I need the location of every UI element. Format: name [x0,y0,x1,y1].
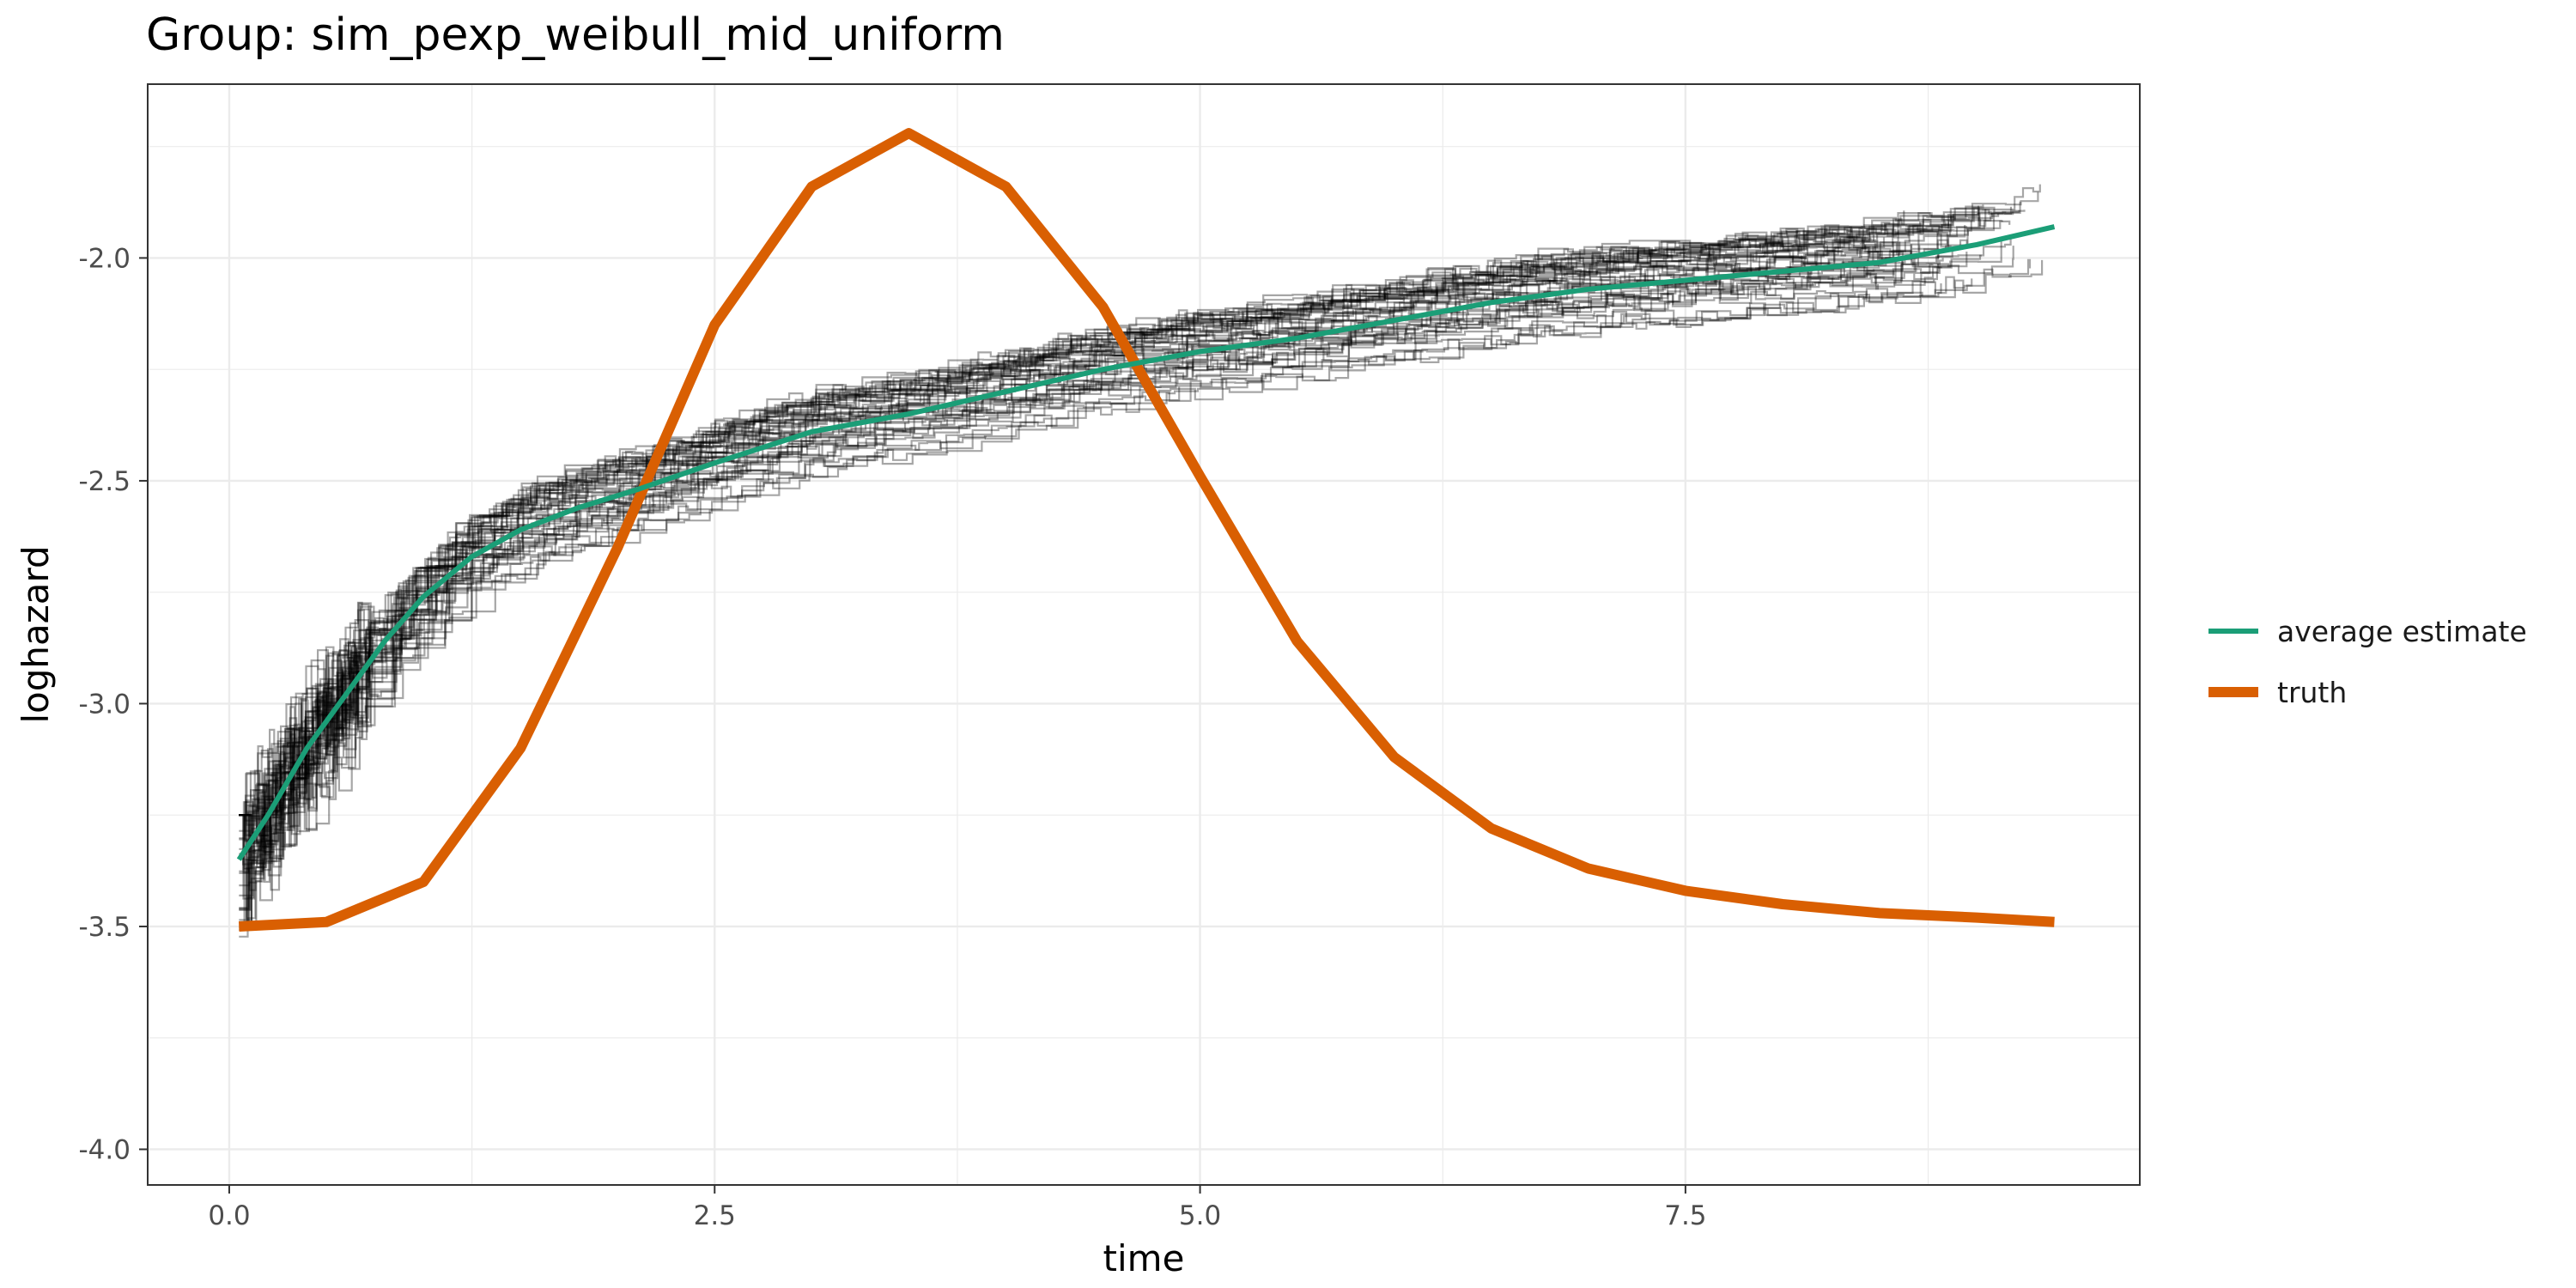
replicate-estimate-line [239,220,2003,928]
replicate-estimate-line [239,212,1994,843]
axis-ticks: 0.0 2.5 5.0 7.5 -4.0 -3.5 -3.0 -2.5 -2.0 [79,243,1707,1231]
replicate-estimate-line [239,204,1984,837]
replicate-estimate-line [239,222,1891,855]
replicate-estimate-line [239,246,2014,891]
replicate-estimate-line [239,249,1953,854]
replicate-estimate-line [239,254,1982,911]
replicate-estimate-lines [239,184,2044,938]
replicate-estimate-line [239,229,1864,929]
replicate-estimate-line [239,210,1905,874]
y-tick-label: -2.5 [79,466,131,497]
replicate-estimate-line [239,207,2000,851]
y-tick-label: -3.0 [79,689,131,720]
replicate-estimate-line [239,283,1942,869]
truth-line [238,128,2055,932]
x-axis-title: time [1103,1237,1185,1279]
replicate-estimate-line [239,264,1940,909]
plot-border [147,83,2141,1186]
replicate-estimate-line [239,228,1868,872]
replicate-estimate-line [239,259,2044,891]
replicate-estimate-line [239,214,1954,834]
replicate-estimate-line [239,233,1950,860]
average-estimate-line [236,224,2056,861]
replicate-estimate-line [239,265,1875,837]
replicate-estimate-line [239,258,2032,920]
replicate-estimate-line [239,206,2013,875]
replicate-estimate-line [239,252,1968,856]
replicate-estimate-line [239,241,1921,848]
replicate-estimate-line [239,278,1973,868]
y-axis-title: loghazard [15,545,57,723]
replicate-estimate-line [239,209,1993,837]
series-lines [236,128,2056,932]
replicate-estimate-line [239,210,2026,842]
x-tick-label: 5.0 [1179,1200,1221,1231]
replicate-estimate-line [239,258,1944,828]
y-tick-label: -2.0 [79,243,131,274]
replicate-estimate-line [239,273,1880,902]
legend: average estimate truth [2208,615,2527,709]
replicate-estimate-line [239,219,1982,817]
replicate-estimate-line [239,264,1934,900]
replicate-estimate-line [239,237,1886,909]
replicate-estimate-line [239,205,1980,931]
replicate-estimate-line [239,191,2039,836]
replicate-estimate-line [239,258,1906,911]
legend-label-average-estimate: average estimate [2277,615,2527,648]
replicate-estimate-line [239,250,1904,862]
replicate-estimate-line [239,279,1935,929]
x-tick-label: 2.5 [694,1200,736,1231]
replicate-estimate-line [239,201,2021,817]
x-tick-label: 7.5 [1664,1200,1706,1231]
replicate-estimate-line [239,266,1868,932]
replicate-estimate-line [239,248,1940,846]
legend-label-truth: truth [2277,676,2347,709]
gridlines [148,84,2140,1185]
x-tick-label: 0.0 [208,1200,250,1231]
y-tick-label: -4.0 [79,1134,131,1165]
replicate-estimate-line [239,241,1901,921]
replicate-estimate-line [239,224,1943,866]
chart-title: Group: sim_pexp_weibull_mid_uniform [146,9,1005,61]
y-tick-label: -3.5 [79,912,131,943]
replicate-estimate-line [239,184,2041,817]
